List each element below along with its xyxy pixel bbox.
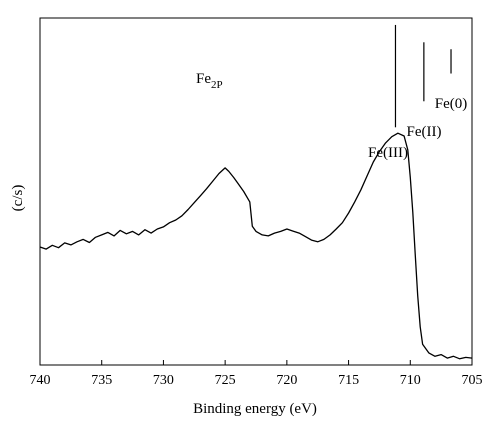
plot-area-border [39, 17, 473, 366]
annotation-layer [394, 24, 452, 128]
series-layer [39, 132, 473, 360]
annotation-fe2p-label: Fe2P [196, 71, 223, 91]
series-line [39, 132, 473, 360]
x-tick-label: 730 [153, 373, 174, 388]
x-tick-label: 725 [215, 373, 236, 388]
x-axis-ticks: 740 735 730 725 720 715 710 705 [30, 360, 483, 388]
annotation-fe2p-main: Fe [196, 71, 211, 87]
plot-frame [39, 17, 473, 366]
annotation-fe2-label: Fe(II) [407, 124, 442, 140]
y-axis-title: (c/s) [10, 185, 26, 212]
annotation-fe2p-subscript: 2P [211, 79, 223, 91]
x-axis-title: Binding energy (eV) [193, 401, 317, 417]
x-tick-label: 705 [462, 373, 483, 388]
annotation-fe0-label: Fe(0) [435, 96, 468, 112]
x-tick-label: 710 [400, 373, 421, 388]
x-tick-label: 715 [338, 373, 359, 388]
x-tick-label: 720 [276, 373, 297, 388]
annotation-fe3-label: Fe(III) [368, 145, 408, 161]
x-tick-label: 735 [91, 373, 112, 388]
x-tick-label: 740 [30, 373, 51, 388]
